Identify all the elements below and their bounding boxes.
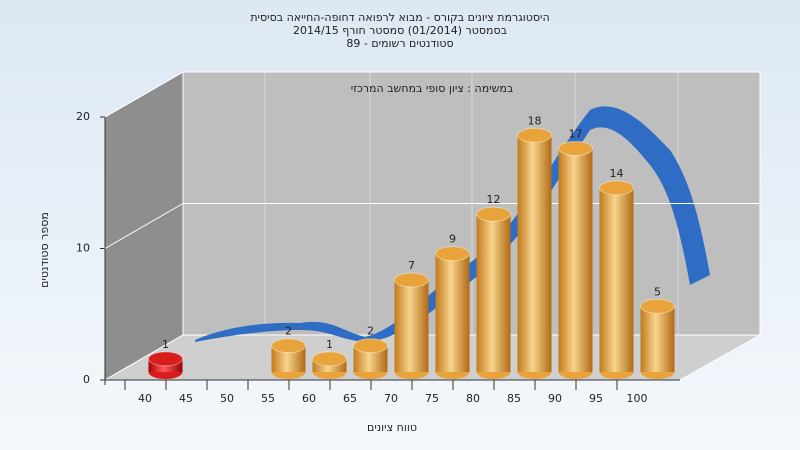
bar-top [558, 140, 593, 156]
y-tick-label: 10 [76, 242, 90, 255]
bar-top [394, 272, 429, 288]
x-tick-label: 75 [425, 392, 439, 405]
bar-top [435, 246, 470, 262]
bar-top [640, 298, 675, 314]
data-label: 17 [569, 127, 583, 140]
data-label: 2 [285, 325, 292, 338]
x-tick-label: 80 [466, 392, 480, 405]
bar [558, 148, 593, 372]
data-label: 2 [367, 325, 374, 338]
chart-subtitle: סטודנטים רשומים - 89 [346, 37, 453, 50]
x-tick-label: 90 [548, 392, 562, 405]
bar-top [517, 127, 552, 143]
bar [517, 135, 552, 372]
bar [476, 214, 511, 372]
data-label: 18 [528, 114, 542, 127]
bar [394, 279, 429, 372]
grid-line [104, 71, 184, 118]
data-label: 1 [326, 338, 333, 351]
chart-title: היסטוגרמת ציונים בקורס - מבוא לרפואה דחו… [250, 11, 549, 24]
bar [435, 253, 470, 372]
data-label: 12 [487, 193, 501, 206]
x-tick-label: 55 [261, 392, 275, 405]
bar-top [271, 338, 306, 354]
chart-subtitle: בסמסטר (01/2014) סמסטר חורף 2014/15 [293, 24, 507, 37]
x-tick-label: 100 [627, 392, 648, 405]
data-label: 1 [162, 338, 169, 351]
x-tick-label: 60 [302, 392, 316, 405]
x-tick-label: 65 [343, 392, 357, 405]
data-label: 5 [654, 285, 661, 298]
x-tick-label: 40 [138, 392, 152, 405]
x-tick-label: 70 [384, 392, 398, 405]
bar [599, 187, 634, 372]
x-tick-label: 50 [220, 392, 234, 405]
y-axis-label: מספר סטודנטים [38, 212, 51, 288]
grid-line [104, 203, 184, 249]
bar-top [476, 206, 511, 222]
bar-top [599, 180, 634, 196]
x-tick-label: 95 [589, 392, 603, 405]
x-axis-label: טווח ציונים [367, 421, 417, 434]
data-label: 9 [449, 233, 456, 246]
data-label: 14 [610, 167, 624, 180]
bar-top [353, 338, 388, 354]
bar-top [148, 351, 183, 367]
y-tick-label: 20 [76, 110, 90, 123]
x-tick-label: 85 [507, 392, 521, 405]
bar-top [312, 351, 347, 367]
annotation: במשימה : ציון סופי במחשב המרכזי [351, 82, 514, 95]
bar [640, 306, 675, 372]
y-tick-label: 0 [83, 373, 90, 386]
data-label: 7 [408, 259, 415, 272]
x-tick-label: 45 [179, 392, 193, 405]
